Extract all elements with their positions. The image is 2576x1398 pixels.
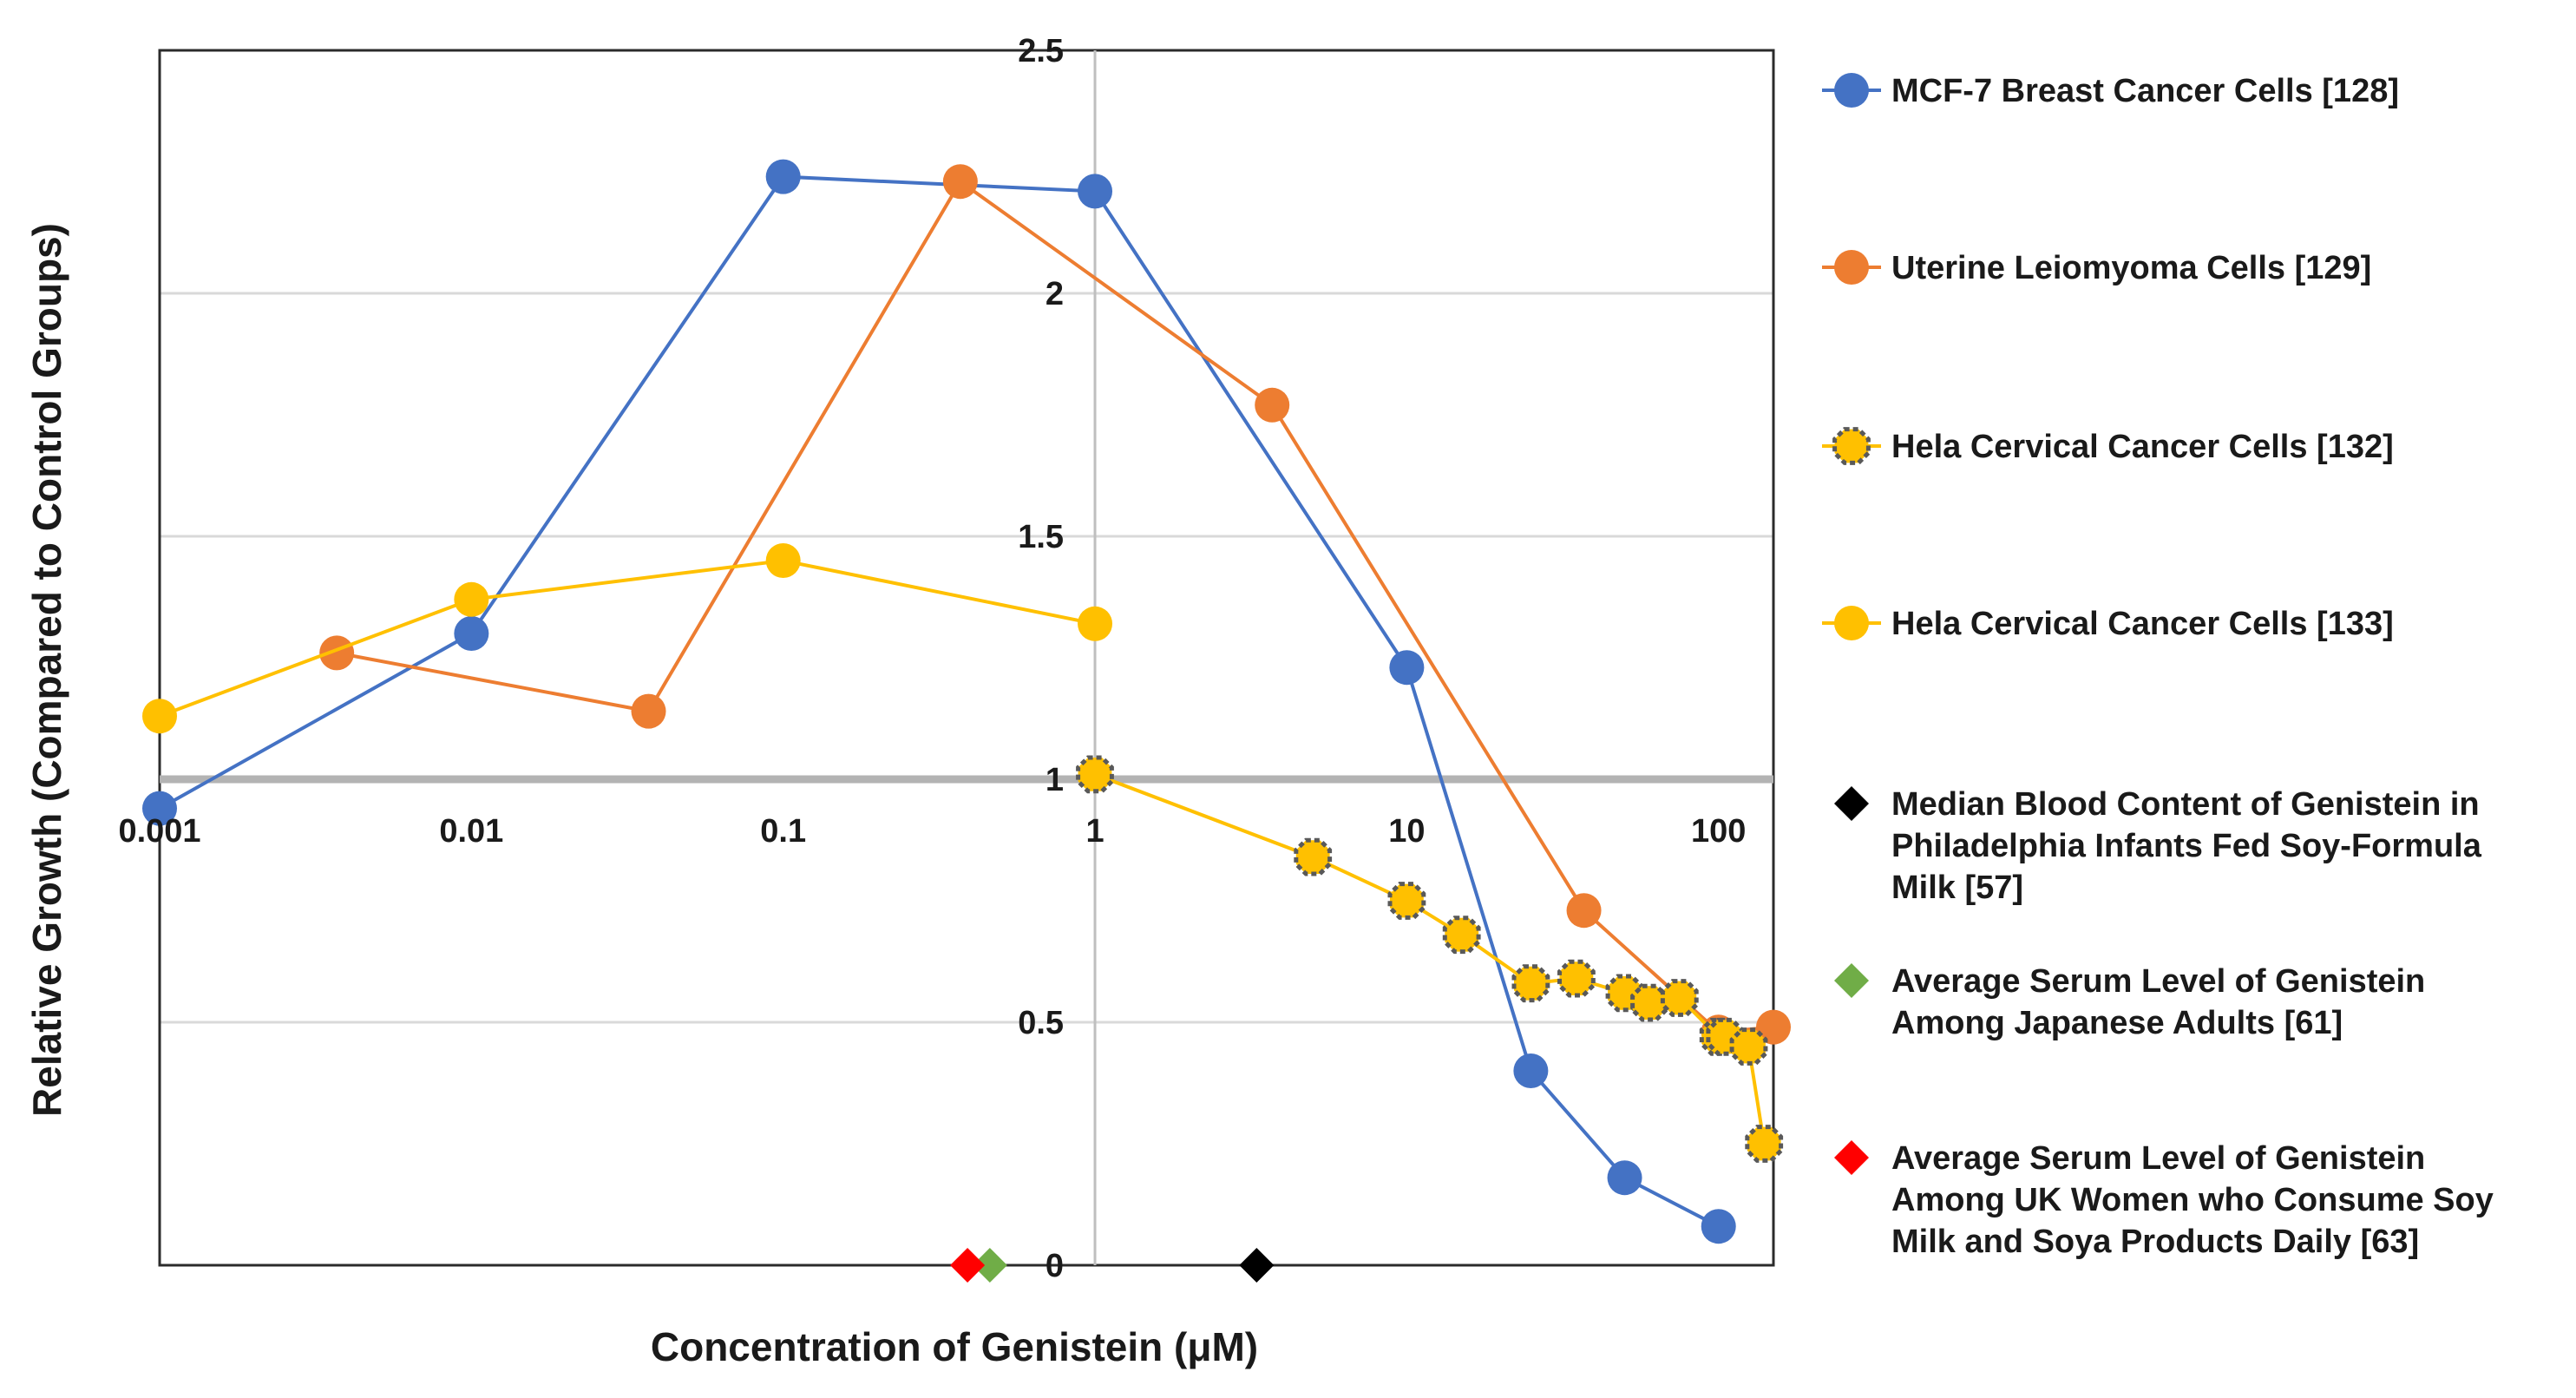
- legend-label-5-line-1: Median Blood Content of Genistein in: [1891, 786, 2480, 823]
- legend: MCF-7 Breast Cancer Cells [128] Uterine L…: [1822, 73, 2494, 1260]
- data-point-s3-9: [1660, 979, 1699, 1017]
- data-point-s3-6: [1557, 959, 1596, 998]
- legend-label-1: MCF-7 Breast Cancer Cells [128]: [1891, 73, 2399, 109]
- legend-marker-1: [1834, 73, 1869, 108]
- reference-marker-2: [972, 1248, 1007, 1283]
- reference-marker-1: [1239, 1248, 1275, 1283]
- y-tick-label-2-5: 2.5: [1018, 33, 1064, 69]
- x-tick-label-0-01: 0.01: [439, 813, 503, 850]
- x-tick-label-1: 1: [1085, 813, 1104, 850]
- data-point-s1-2: [454, 616, 489, 651]
- data-point-s1-5: [1389, 650, 1425, 686]
- data-point-s3-4: [1442, 916, 1481, 955]
- x-tick-label-0-1: 0.1: [760, 813, 806, 850]
- series-line-1: [159, 174, 1720, 1228]
- data-point-s2-7: [1756, 1009, 1791, 1045]
- data-point-s2-2: [631, 693, 666, 729]
- y-tick-label-1-5: 1.5: [1018, 519, 1064, 555]
- data-point-s4-4: [1078, 606, 1113, 641]
- legend-label-3: Hela Cervical Cancer Cells [132]: [1891, 429, 2394, 465]
- legend-label-2: Uterine Leiomyoma Cells [129]: [1891, 250, 2371, 286]
- data-point-s1-3: [765, 159, 801, 194]
- legend-item-2: Uterine Leiomyoma Cells [129]: [1822, 250, 2371, 286]
- x-tick-label-0-001: 0.001: [118, 813, 200, 850]
- x-tick-label-10: 10: [1388, 813, 1425, 850]
- series-3-hela-cervical-cancer-cells-132: [1076, 755, 1784, 1163]
- series-4-hela-cervical-cancer-cells-133: [142, 543, 1113, 734]
- y-tick-label-2: 2: [1045, 276, 1064, 312]
- data-point-s3-12: [1729, 1027, 1768, 1066]
- legend-marker-5: [1834, 786, 1869, 821]
- data-point-s3-8: [1630, 983, 1668, 1022]
- legend-marker-6: [1834, 963, 1869, 998]
- y-tick-label-1: 1: [1045, 762, 1064, 798]
- data-point-s1-6: [1513, 1053, 1549, 1088]
- legend-label-5-line-3: Milk [57]: [1891, 870, 2023, 906]
- data-point-s3-5: [1511, 964, 1550, 1003]
- legend-label-6-line-2: Among Japanese Adults [61]: [1891, 1005, 2343, 1041]
- y-tick-label-0: 0: [1045, 1248, 1064, 1284]
- legend-item-7: Average Serum Level of Genistein Among UK…: [1834, 1140, 2494, 1260]
- legend-marker-4: [1834, 606, 1869, 640]
- data-point-s4-3: [765, 543, 801, 578]
- data-point-s3-3: [1387, 882, 1426, 920]
- data-point-s1-4: [1078, 174, 1113, 209]
- legend-label-7-line-3: Milk and Soya Products Daily [63]: [1891, 1224, 2419, 1260]
- series-1-mcf-7-breast-cancer-cells-128: [142, 159, 1736, 1244]
- legend-label-6-line-1: Average Serum Level of Genistein: [1891, 963, 2425, 1000]
- legend-item-3: Hela Cervical Cancer Cells [132]: [1822, 427, 2394, 465]
- data-point-s2-4: [1255, 387, 1290, 423]
- legend-label-5-line-2: Philadelphia Infants Fed Soy-Formula: [1891, 828, 2482, 864]
- legend-item-1: MCF-7 Breast Cancer Cells [128]: [1822, 73, 2399, 109]
- y-axis-title: Relative Growth (Compared to Control Gro…: [24, 223, 69, 1117]
- legend-item-4: Hela Cervical Cancer Cells [133]: [1822, 606, 2394, 642]
- legend-label-4: Hela Cervical Cancer Cells [133]: [1891, 606, 2394, 642]
- legend-marker-7: [1834, 1140, 1869, 1175]
- data-point-s3-1: [1076, 755, 1114, 794]
- series-line-3: [1094, 772, 1766, 1145]
- data-point-s3-13: [1745, 1125, 1784, 1163]
- y-tick-label-0-5: 0.5: [1018, 1005, 1064, 1041]
- data-point-s4-1: [142, 699, 177, 734]
- x-tick-label-100: 100: [1691, 813, 1746, 850]
- data-point-s1-8: [1701, 1209, 1736, 1244]
- data-point-s2-3: [942, 164, 978, 200]
- legend-item-5: Median Blood Content of Genistein in Phil…: [1834, 786, 2482, 906]
- data-point-s2-5: [1566, 893, 1602, 929]
- legend-item-6: Average Serum Level of Genistein Among Ja…: [1834, 963, 2425, 1041]
- data-point-s1-7: [1607, 1160, 1642, 1196]
- data-point-s3-2: [1294, 837, 1333, 876]
- reference-markers: [950, 1248, 1275, 1283]
- legend-label-7-line-1: Average Serum Level of Genistein: [1891, 1140, 2425, 1177]
- tick-label-layer: 0 0.5 1 1.5 2 2.5 0.001 0.01 0.1 1 10 100: [118, 33, 1746, 1284]
- x-axis-title: Concentration of Genistein (μM): [651, 1324, 1258, 1369]
- data-point-s2-1: [319, 635, 355, 671]
- legend-marker-2: [1834, 250, 1869, 285]
- series-layer: [142, 159, 1791, 1283]
- legend-label-7-line-2: Among UK Women who Consume Soy: [1891, 1182, 2494, 1218]
- reference-marker-3: [950, 1248, 986, 1283]
- series-line-4: [159, 558, 1096, 719]
- legend-marker-3: [1832, 427, 1871, 465]
- data-point-s1-1: [142, 791, 177, 826]
- data-point-s4-2: [454, 581, 489, 617]
